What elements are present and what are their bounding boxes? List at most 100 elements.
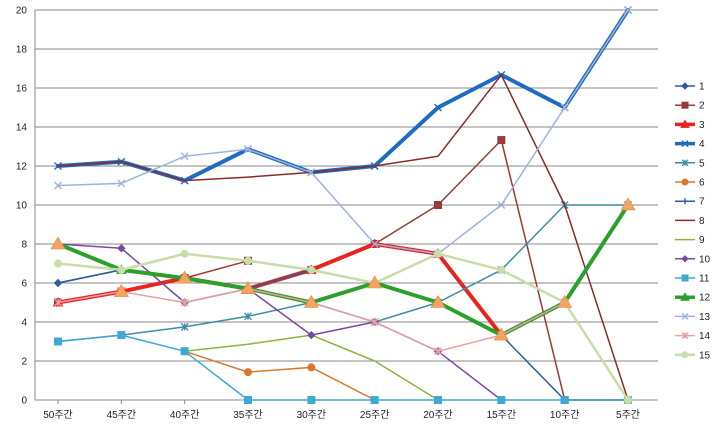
x-tick-label: 45주간	[107, 409, 137, 421]
legend-item: 5	[675, 158, 705, 169]
data-point	[307, 265, 316, 274]
legend-label: 6	[699, 178, 705, 189]
series-8	[57, 74, 629, 401]
data-point	[307, 330, 316, 340]
data-point	[681, 312, 689, 320]
legend-label: 2	[699, 101, 705, 112]
data-point	[681, 101, 689, 109]
data-point	[54, 259, 62, 268]
legend-label: 1	[699, 82, 705, 93]
legend-item: 13	[675, 312, 711, 323]
data-point	[681, 332, 689, 340]
data-point	[54, 279, 62, 287]
legend-label: 15	[699, 350, 711, 361]
legend-label: 5	[699, 158, 705, 169]
legend-label: 14	[699, 331, 711, 342]
data-point	[117, 265, 126, 274]
overlay-marker	[557, 294, 573, 308]
series-line-14	[57, 287, 629, 401]
data-point	[681, 82, 689, 90]
series-line-6	[183, 350, 376, 401]
overlay-marker	[620, 197, 636, 211]
data-point	[370, 396, 379, 404]
legend-label: 3	[699, 120, 705, 131]
x-tick-label: 35주간	[233, 409, 263, 421]
y-tick-label: 8	[21, 240, 27, 251]
data-point	[244, 368, 252, 377]
y-axis-ticks: 0 2 4 6 8 10 12 14 16 18 20	[16, 6, 28, 407]
legend-label: 10	[699, 254, 711, 265]
overlay-marker	[430, 294, 446, 308]
legend-item: 11	[675, 274, 710, 285]
data-point	[370, 318, 379, 326]
data-point	[307, 396, 316, 404]
legend-item: 4	[675, 139, 705, 150]
data-point	[434, 249, 442, 258]
overlay-marker	[50, 236, 66, 250]
legend-item: 8	[675, 216, 705, 227]
data-point	[681, 159, 689, 167]
data-point	[624, 6, 632, 14]
legend-item: 10	[675, 254, 711, 265]
legend-label: 7	[699, 197, 705, 208]
data-point	[54, 337, 62, 346]
data-point	[681, 140, 689, 148]
overlay-marker	[367, 275, 383, 289]
data-point	[244, 256, 252, 265]
data-point	[180, 298, 189, 307]
legend-item: 2	[675, 101, 705, 112]
data-point	[180, 249, 189, 258]
data-point	[117, 244, 126, 253]
data-point	[54, 298, 62, 307]
overlay-marker	[240, 281, 256, 294]
x-tick-label: 5주간	[616, 409, 640, 421]
data-point	[370, 240, 379, 248]
series-15	[54, 249, 632, 404]
data-point	[180, 152, 189, 161]
series-13	[54, 6, 632, 258]
x-tick-label: 30주간	[297, 409, 327, 421]
y-tick-label: 14	[16, 123, 28, 134]
legend-item: 3	[675, 119, 705, 131]
series-line-8	[57, 74, 629, 401]
series-line-13	[57, 9, 629, 255]
x-tick-label: 25주간	[360, 409, 390, 421]
y-tick-label: 2	[21, 357, 27, 368]
overlay-marker	[113, 283, 129, 297]
overlay-marker	[493, 327, 509, 341]
y-tick-label: 0	[21, 396, 27, 407]
x-tick-label: 20주간	[423, 409, 453, 421]
data-point	[681, 255, 689, 263]
gridlines	[34, 9, 658, 401]
data-point	[680, 292, 690, 301]
data-point	[180, 322, 189, 331]
series-line-11	[57, 334, 629, 401]
data-point	[681, 178, 689, 186]
data-point	[681, 351, 689, 359]
data-point	[307, 168, 316, 177]
data-point	[117, 179, 126, 188]
series-line-15	[56, 252, 630, 402]
data-point	[560, 396, 569, 404]
legend-item: 1	[675, 82, 705, 93]
overlay-marker	[177, 270, 193, 284]
y-tick-label: 6	[21, 279, 27, 290]
data-point	[680, 119, 690, 128]
legend-label: 4	[699, 139, 705, 150]
legend-item: 6	[675, 178, 705, 189]
data-point	[117, 331, 126, 340]
data-point	[624, 396, 632, 404]
data-point	[54, 181, 62, 190]
y-tick-label: 18	[16, 45, 28, 56]
y-tick-label: 20	[16, 6, 28, 17]
overlay-markers	[50, 197, 636, 341]
data-point	[497, 136, 506, 145]
legend-item: 15	[675, 350, 711, 361]
data-point	[560, 103, 569, 112]
x-axis-ticks: 50주간 45주간 40주간 35주간 30주간 25주간 20주간 15주간 10주간 5주간	[43, 400, 640, 421]
x-tick-label: 15주간	[487, 409, 517, 421]
data-point	[180, 347, 189, 356]
